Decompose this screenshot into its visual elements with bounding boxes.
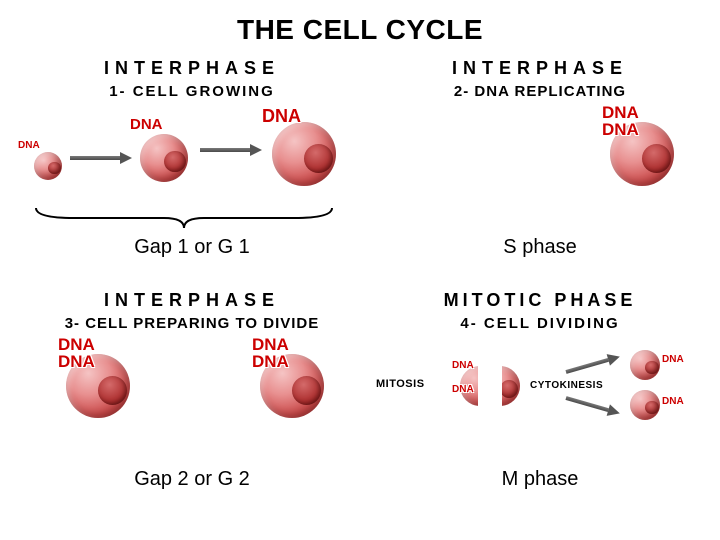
dna-label: DNA — [662, 354, 684, 365]
brace-svg — [34, 206, 334, 230]
dna-label: DNA — [452, 384, 474, 395]
dna-line: DNA — [58, 336, 95, 353]
cell-medium — [140, 134, 188, 182]
q2-diagram: DNA DNA — [370, 110, 710, 190]
dna-line: DNA — [58, 353, 95, 370]
q3-subheader: 3- CELL PREPARING TO DIVIDE — [22, 315, 362, 332]
dna-label: DNA — [662, 396, 684, 407]
q1-diagram: DNA DNA DNA — [22, 110, 362, 190]
q1-phase-name: Gap 1 or G 1 — [22, 236, 362, 259]
quadrant-s: INTERPHASE 2- DNA REPLICATING DNA DNA S … — [370, 58, 710, 259]
cell-small — [630, 390, 660, 420]
q4-header: MITOTIC PHASE — [370, 290, 710, 311]
dna-line: DNA — [252, 336, 289, 353]
cell-half-right — [480, 366, 520, 406]
q1-header: INTERPHASE — [22, 58, 362, 79]
quadrant-g2: INTERPHASE 3- CELL PREPARING TO DIVIDE D… — [22, 290, 362, 491]
cell-small — [630, 350, 660, 380]
page-title: THE CELL CYCLE — [0, 0, 720, 46]
q2-header: INTERPHASE — [370, 58, 710, 79]
dna-label: DNA — [18, 140, 40, 151]
q2-subheader: 2- DNA REPLICATING — [370, 83, 710, 100]
dna-label: DNA — [130, 116, 163, 133]
q1-subheader: 1- CELL GROWING — [22, 83, 362, 100]
q4-subheader: 4- CELL DIVIDING — [370, 315, 710, 332]
dna-label-stack: DNA DNA — [58, 336, 95, 370]
cell-large — [272, 122, 336, 186]
dna-label-stack: DNA DNA — [602, 104, 639, 138]
q3-phase-name: Gap 2 or G 2 — [22, 468, 362, 491]
q4-phase-name: M phase — [370, 468, 710, 491]
q4-diagram: MITOSIS DNA DNA CYTOKINESIS DNA DNA — [370, 342, 710, 432]
mitosis-label: MITOSIS — [376, 378, 425, 390]
q2-phase-name: S phase — [370, 236, 710, 259]
dna-label: DNA — [262, 106, 301, 127]
quadrant-m: MITOTIC PHASE 4- CELL DIVIDING MITOSIS D… — [370, 290, 710, 491]
dna-line: DNA — [602, 121, 639, 138]
cytokinesis-label: CYTOKINESIS — [530, 380, 603, 391]
q3-header: INTERPHASE — [22, 290, 362, 311]
quadrant-g1: INTERPHASE 1- CELL GROWING DNA DNA DNA G… — [22, 58, 362, 259]
q3-diagram: DNA DNA DNA DNA — [22, 342, 362, 422]
dna-label: DNA — [452, 360, 474, 371]
dna-label-stack: DNA DNA — [252, 336, 289, 370]
dna-line: DNA — [602, 104, 639, 121]
dna-line: DNA — [252, 353, 289, 370]
brace-icon — [34, 206, 334, 230]
cell-small — [34, 152, 62, 180]
